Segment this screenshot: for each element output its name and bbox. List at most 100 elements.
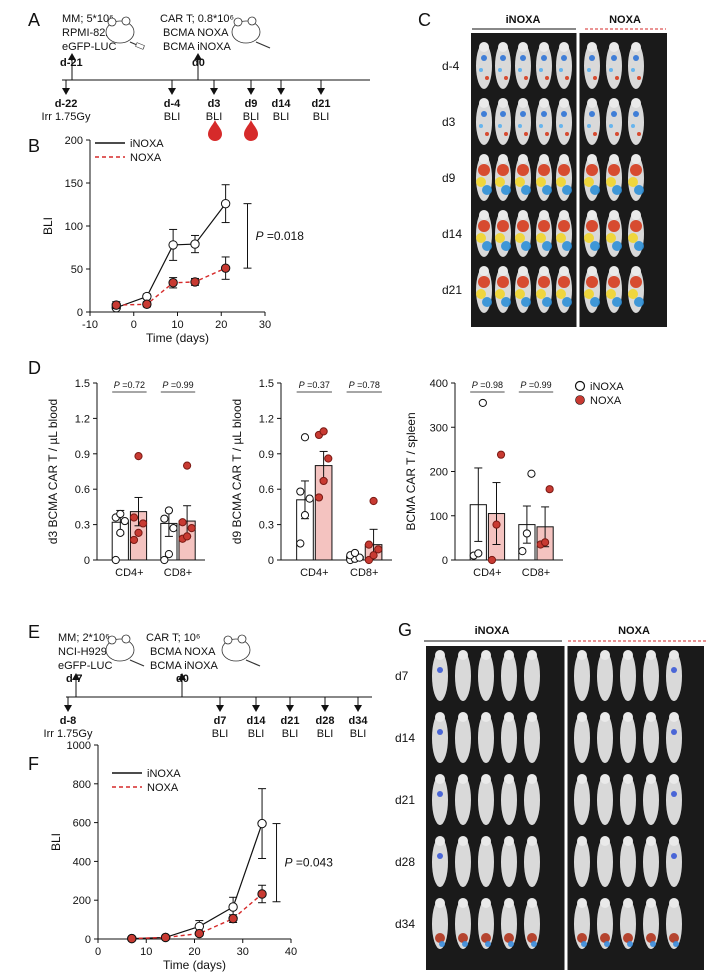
signal-spot [437,667,443,673]
mouse-head [587,210,597,220]
timeline-arrow [168,88,176,95]
inoxa-data-point [527,469,536,478]
signal-spot [646,933,656,943]
inoxa-data-point [350,548,360,558]
noxa-data-point [257,889,267,899]
mouse-head [577,898,587,908]
signal-spot [437,791,443,797]
signal-spot [593,132,597,136]
signal-spot [521,297,531,307]
mouse-head [609,154,619,164]
mouse-head [479,98,489,108]
mouse-head [435,650,445,660]
signal-spot [482,241,492,251]
blood-drop-icon [244,120,258,141]
signal-spot [478,164,490,176]
signal-spot [521,241,531,251]
signal-spot [600,933,610,943]
mouse-head [479,266,489,276]
signal-spot [500,111,506,117]
x-category-label: CD8+ [522,567,550,579]
x-category-label: CD8+ [350,567,378,579]
signal-spot [562,297,572,307]
signal-spot [606,177,616,187]
mouse-head [559,42,569,52]
signal-spot [612,185,622,195]
panel-label-d: D [28,358,41,378]
signal-spot [521,185,531,195]
y-tick-label: 200 [65,135,83,147]
panel-a: A MM; 5*10⁶ RPMI-8226 eGFP-LUC d-21 CAR … [28,10,370,141]
imaging-g-grid: d7 d14 d21 d28 d34 [395,650,682,949]
signal-spot [634,185,644,195]
signal-spot [589,111,595,117]
imaging-row-label: d3 [442,115,456,129]
timeline-day-label: d-8 [60,715,77,727]
signal-spot [556,177,566,187]
mouse-head [479,210,489,220]
mouse-head [481,712,491,722]
signal-spot [586,164,598,176]
mouse-body [524,713,540,763]
signal-spot [500,55,506,61]
noxa-data-point [324,454,333,463]
noxa-data-point [541,538,550,547]
signal-spot [536,233,546,243]
imaging-row-label: d7 [395,669,409,683]
x-axis-label: Time (days) [146,331,209,345]
mouse-head [458,650,468,660]
mouse-head [458,712,468,722]
y-tick-label: 200 [430,467,448,479]
signal-spot [611,111,617,117]
mouse-head [559,210,569,220]
noxa-series-line [131,893,263,940]
mouse-head [559,154,569,164]
signal-spot [542,241,552,251]
mouse-body [501,713,517,763]
mouse-head [504,836,514,846]
car-injection-line-2: BCMA NOXA [150,646,216,658]
panel-g: G iNOXA NOXA d7 d14 d21 d28 d34 [395,620,706,970]
y-tick-label: 1.2 [259,413,274,425]
y-tick-label: 50 [71,264,83,276]
y-axis-label: d3 BCMA CAR T / µL blood [46,399,60,544]
p-value-annotation: P =0.99 [162,380,193,390]
x-tick-label: 10 [140,946,152,958]
mouse-body [643,713,659,763]
mouse-head [646,836,656,846]
x-tick-label: 20 [188,946,200,958]
car-injection-line-1: CAR T; 10⁶ [146,632,200,644]
p-symbol: P [520,380,526,390]
mouse-head [577,836,587,846]
x-axis-label: Time (days) [163,958,226,972]
signal-spot [612,297,622,307]
mouse-head [646,898,656,908]
timeline-arrow [277,88,285,95]
noxa-data-point [178,518,187,527]
mouse-body [643,837,659,887]
y-tick-label: 1.5 [259,378,274,390]
noxa-data-point [487,555,497,565]
legend-d-noxa: NOXA [590,395,622,407]
imaging-row-label: d28 [395,855,415,869]
mouse-body [643,775,659,825]
mouse-syringe-icon [105,16,145,50]
imaging-c-header-noxa: NOXA [609,14,641,26]
mouse-body [597,651,613,701]
p-value: =0.78 [355,380,380,390]
mouse-body [666,775,682,825]
signal-spot [637,76,641,80]
imaging-row-label: d21 [395,793,415,807]
signal-spot [542,297,552,307]
chart-b-legend: iNOXA NOXA [95,138,164,164]
mouse-body [501,837,517,887]
chart-d1: 0 0.3 0.6 0.9 1.2 1.5 d3 BCMA CAR T / µL blood… [46,378,205,579]
signal-spot [497,220,509,232]
x-tick-label: 0 [131,319,137,331]
mouse-body [524,775,540,825]
signal-spot [517,164,529,176]
mouse-head [518,210,528,220]
mouse-syringe-icon [231,16,271,49]
signal-spot [498,124,502,128]
car-injection-line-3: BCMA iNOXA [163,41,232,53]
